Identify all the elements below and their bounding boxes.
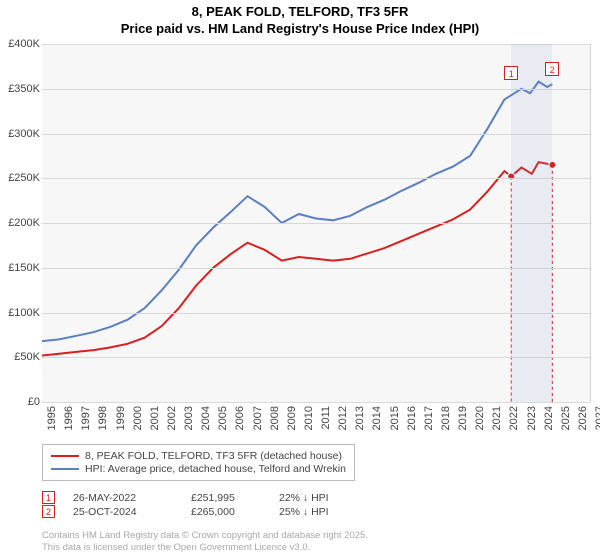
event-table: 1 26-MAY-2022 £251,995 22% ↓ HPI 2 25-OC…: [42, 490, 369, 519]
title-line1: 8, PEAK FOLD, TELFORD, TF3 5FR: [0, 4, 600, 21]
chart-title: 8, PEAK FOLD, TELFORD, TF3 5FR Price pai…: [0, 0, 600, 38]
legend-swatch: [51, 455, 79, 457]
footer: Contains HM Land Registry data © Crown c…: [42, 530, 368, 554]
event-price: £265,000: [191, 506, 261, 518]
event-delta: 25% ↓ HPI: [279, 506, 369, 518]
legend: 8, PEAK FOLD, TELFORD, TF3 5FR (detached…: [42, 444, 355, 481]
legend-label: 8, PEAK FOLD, TELFORD, TF3 5FR (detached…: [85, 450, 342, 462]
footer-line1: Contains HM Land Registry data © Crown c…: [42, 530, 368, 542]
plot-area: 12: [42, 44, 591, 402]
event-row: 2 25-OCT-2024 £265,000 25% ↓ HPI: [42, 505, 369, 518]
event-marker: 1: [42, 491, 55, 504]
legend-swatch: [51, 468, 79, 470]
legend-row: HPI: Average price, detached house, Telf…: [51, 463, 346, 475]
event-row: 1 26-MAY-2022 £251,995 22% ↓ HPI: [42, 491, 369, 504]
legend-label: HPI: Average price, detached house, Telf…: [85, 463, 346, 475]
legend-row: 8, PEAK FOLD, TELFORD, TF3 5FR (detached…: [51, 450, 346, 462]
chart-container: 8, PEAK FOLD, TELFORD, TF3 5FR Price pai…: [0, 0, 600, 560]
footer-line2: This data is licensed under the Open Gov…: [42, 542, 368, 554]
event-price: £251,995: [191, 492, 261, 504]
event-marker: 2: [42, 505, 55, 518]
event-date: 26-MAY-2022: [73, 492, 173, 504]
title-line2: Price paid vs. HM Land Registry's House …: [0, 21, 600, 38]
event-delta: 22% ↓ HPI: [279, 492, 369, 504]
event-date: 25-OCT-2024: [73, 506, 173, 518]
